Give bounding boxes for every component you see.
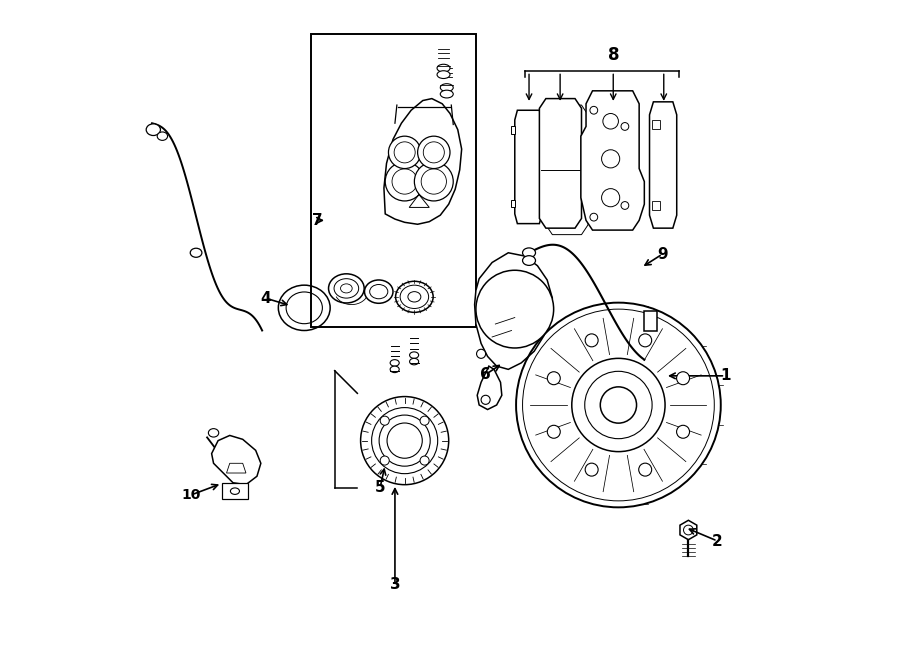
Circle shape [361, 397, 449, 485]
Circle shape [387, 423, 422, 458]
Circle shape [601, 188, 620, 207]
Circle shape [418, 136, 450, 169]
Polygon shape [212, 436, 261, 485]
Ellipse shape [440, 90, 454, 98]
Bar [511, 126, 515, 134]
Ellipse shape [523, 256, 536, 266]
Bar [652, 120, 660, 129]
Circle shape [600, 387, 636, 423]
Circle shape [380, 416, 390, 425]
Text: 9: 9 [657, 247, 668, 262]
Ellipse shape [410, 358, 418, 365]
Circle shape [547, 371, 561, 385]
Bar [652, 201, 660, 210]
Circle shape [677, 371, 689, 385]
Ellipse shape [440, 84, 454, 91]
Circle shape [677, 425, 689, 438]
Ellipse shape [209, 428, 219, 437]
Text: 1: 1 [720, 368, 731, 383]
Circle shape [476, 270, 554, 348]
Circle shape [590, 214, 598, 221]
Circle shape [420, 416, 429, 425]
Circle shape [621, 122, 629, 130]
Circle shape [639, 463, 652, 476]
Circle shape [585, 334, 598, 347]
Ellipse shape [390, 360, 400, 366]
Circle shape [380, 456, 390, 465]
Ellipse shape [396, 282, 433, 313]
Bar [310, 34, 476, 327]
Circle shape [547, 425, 561, 438]
Polygon shape [650, 102, 677, 228]
Text: 5: 5 [374, 481, 385, 495]
Ellipse shape [158, 132, 167, 140]
Text: 7: 7 [312, 213, 322, 228]
Polygon shape [515, 110, 542, 223]
Ellipse shape [364, 280, 393, 303]
Polygon shape [539, 98, 581, 228]
Ellipse shape [390, 366, 400, 373]
Circle shape [601, 150, 620, 168]
Circle shape [585, 463, 598, 476]
Ellipse shape [230, 488, 239, 494]
Circle shape [389, 136, 421, 169]
Polygon shape [477, 366, 502, 410]
Text: 3: 3 [390, 577, 400, 592]
Polygon shape [222, 483, 248, 499]
Circle shape [621, 202, 629, 210]
Ellipse shape [437, 64, 450, 72]
Ellipse shape [523, 248, 536, 258]
Text: 10: 10 [181, 488, 201, 502]
Text: 8: 8 [608, 46, 619, 64]
Ellipse shape [437, 71, 450, 79]
Ellipse shape [328, 274, 364, 303]
Polygon shape [580, 91, 644, 230]
Polygon shape [384, 98, 462, 224]
Bar [511, 200, 515, 208]
Polygon shape [546, 105, 588, 235]
Polygon shape [474, 253, 553, 369]
Circle shape [420, 456, 429, 465]
Ellipse shape [146, 124, 160, 136]
Ellipse shape [410, 352, 418, 358]
Circle shape [603, 114, 618, 129]
Circle shape [590, 106, 598, 114]
Bar [644, 311, 657, 330]
Circle shape [414, 162, 454, 201]
Circle shape [385, 162, 424, 201]
Circle shape [482, 395, 490, 405]
Ellipse shape [408, 292, 421, 302]
Circle shape [639, 334, 652, 347]
Ellipse shape [190, 249, 202, 257]
Text: 2: 2 [712, 533, 723, 549]
Circle shape [477, 349, 486, 358]
Text: 6: 6 [481, 367, 491, 382]
Text: 4: 4 [260, 291, 271, 305]
